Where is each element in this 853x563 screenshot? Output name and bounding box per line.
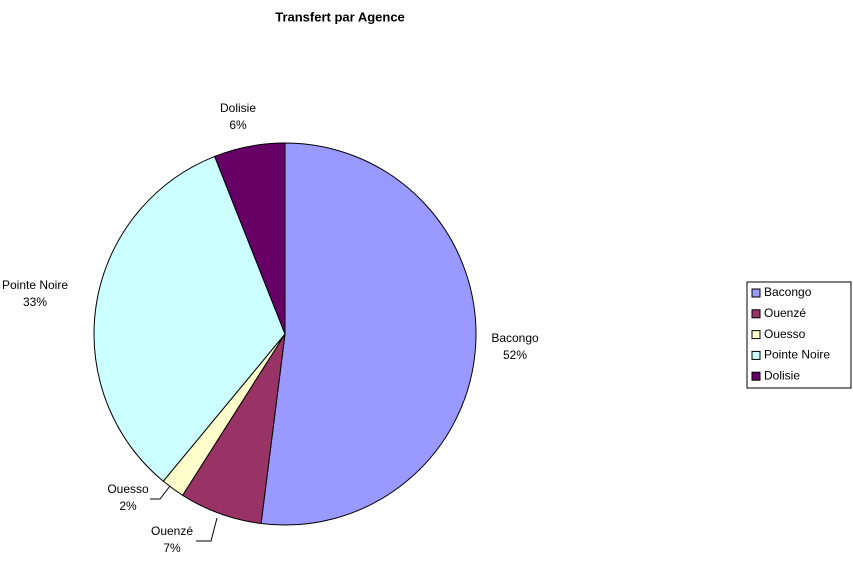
slice-label: Ouenzé (151, 524, 193, 538)
legend-swatch (751, 371, 761, 381)
legend-label: Bacongo (764, 285, 812, 299)
slice-label: Ouesso (107, 482, 149, 496)
chart-title: Transfert par Agence (275, 9, 405, 24)
slice-label: Dolisie (220, 101, 256, 115)
slice-value-label: 52% (503, 348, 527, 362)
legend-swatch (751, 309, 761, 319)
leader-line (196, 517, 218, 542)
slice-value-label: 7% (163, 541, 181, 555)
legend-swatch (751, 350, 761, 360)
pie-slice (93, 155, 286, 482)
legend-label: Ouenzé (764, 306, 806, 320)
slice-label: Pointe Noire (2, 278, 68, 292)
legend-swatch (751, 330, 761, 340)
slice-value-label: 33% (23, 295, 47, 309)
slice-value-label: 2% (119, 499, 137, 513)
legend-label: Pointe Noire (764, 348, 830, 362)
leader-line (150, 485, 171, 500)
pie-slice (260, 142, 477, 526)
slice-value-label: 6% (229, 118, 247, 132)
slice-label: Bacongo (491, 331, 539, 345)
legend-label: Ouesso (764, 327, 806, 341)
pie-slice (214, 142, 286, 335)
legend-swatch (751, 288, 761, 298)
legend-box (746, 281, 852, 389)
legend-label: Dolisie (764, 368, 800, 382)
